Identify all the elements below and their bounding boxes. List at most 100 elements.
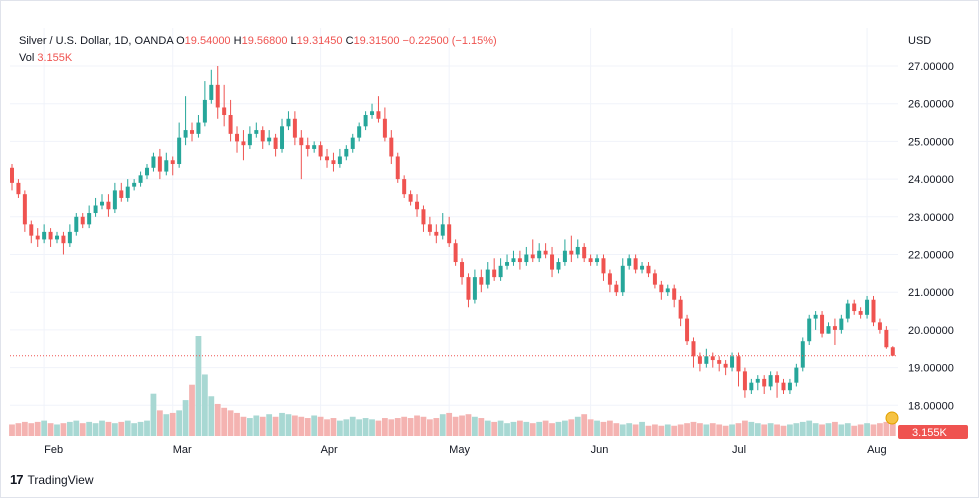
volume-bar (227, 410, 234, 436)
candle-body (402, 179, 407, 195)
y-tick-label: 21.00000 (908, 287, 954, 299)
x-tick-label: Jul (732, 444, 746, 456)
candle-body (865, 299, 870, 315)
volume-bar (613, 423, 620, 436)
volume-bar (645, 425, 652, 436)
low-value: 19.31450 (296, 35, 343, 47)
volume-bar (510, 421, 517, 436)
candle-body (794, 367, 799, 383)
volume-bar (189, 384, 195, 436)
volume-bar (542, 420, 549, 436)
candle-body (138, 175, 143, 183)
candle-body (871, 299, 876, 323)
symbol-title[interactable]: Silver / U.S. Dollar, 1D, OANDA (19, 35, 174, 47)
volume-bar (529, 423, 536, 436)
candle-body (292, 118, 297, 138)
candle-body (55, 235, 59, 240)
volume-bar (716, 424, 723, 436)
candle-body (357, 126, 362, 138)
volume-bar (658, 425, 665, 436)
candle-body (813, 314, 818, 319)
candle-body (505, 262, 510, 266)
volume-bar (214, 403, 221, 436)
volume-bar (381, 418, 388, 436)
candle-body (768, 375, 773, 387)
candle-body (48, 231, 53, 240)
volume-bar (819, 424, 825, 436)
y-tick-label: 18.00000 (908, 400, 954, 412)
candle-body (10, 167, 14, 183)
candle-body (247, 133, 252, 146)
volume-bar (832, 421, 838, 436)
x-tick-label: Aug (867, 444, 887, 456)
volume-bar (21, 421, 28, 436)
volume-bar (15, 423, 22, 436)
volume-bar (343, 419, 350, 436)
volume-bar (574, 416, 581, 436)
candle-body (890, 347, 895, 356)
candle-body (382, 118, 387, 138)
volume-bar (176, 410, 183, 436)
candle-body (652, 273, 657, 285)
volume-bar (799, 421, 806, 436)
volume-bar (240, 416, 247, 436)
volume-bar (844, 423, 851, 436)
volume-bar (394, 418, 401, 436)
candle-body (29, 224, 34, 236)
volume-bar (259, 416, 266, 436)
candle-body (395, 156, 400, 180)
volume-bar (497, 420, 504, 436)
change-value: −0.22500 (−1.15%) (402, 35, 497, 47)
x-tick-label: May (449, 444, 470, 456)
candle-body (389, 137, 394, 157)
volume-bar (208, 396, 215, 436)
volume-bar (851, 425, 858, 436)
volume-bar (767, 423, 774, 436)
candle-body (749, 382, 754, 391)
volume-bar (587, 419, 594, 436)
volume-bar (407, 418, 414, 436)
candle-body (620, 265, 625, 293)
candle-body (601, 258, 606, 274)
volume-bar (690, 421, 697, 436)
candle-body (350, 137, 355, 149)
volume-bar (684, 423, 690, 436)
candle-body (453, 243, 458, 263)
volume-bar (812, 423, 819, 436)
volume-bar (144, 420, 150, 436)
volume-bar (748, 421, 755, 436)
volume-bar (99, 420, 105, 436)
y-tick-label: 19.00000 (908, 363, 954, 375)
volume-bar (671, 425, 678, 436)
volume-bar (234, 412, 240, 436)
candle-body (260, 130, 265, 142)
volume-bar (369, 419, 375, 436)
candle-body (67, 231, 72, 244)
volume-bar (420, 416, 427, 436)
candle-body (826, 326, 831, 334)
volume-bar (864, 423, 870, 436)
candle-body (177, 137, 182, 165)
y-tick-label: 26.00000 (908, 99, 954, 111)
volume-bar (639, 421, 645, 436)
volume-bar (362, 418, 369, 436)
candle-body (190, 130, 195, 134)
candle-body (485, 269, 490, 285)
candle-body (537, 250, 542, 259)
candle-body (119, 190, 124, 198)
volume-bar (619, 424, 626, 436)
volume-bar (137, 421, 144, 436)
open-label: O (176, 35, 185, 47)
candle-body (839, 318, 844, 330)
tradingview-branding[interactable]: 17 TradingView (10, 472, 94, 487)
volume-bar (729, 424, 735, 436)
volume-bar (9, 424, 15, 436)
volume-bar (105, 421, 112, 436)
volume-bar (47, 423, 54, 436)
volume-bar (549, 423, 555, 436)
x-tick-label: Apr (321, 444, 338, 456)
volume-bar (298, 416, 305, 436)
candle-body (125, 186, 130, 198)
volume-bar (201, 374, 208, 436)
